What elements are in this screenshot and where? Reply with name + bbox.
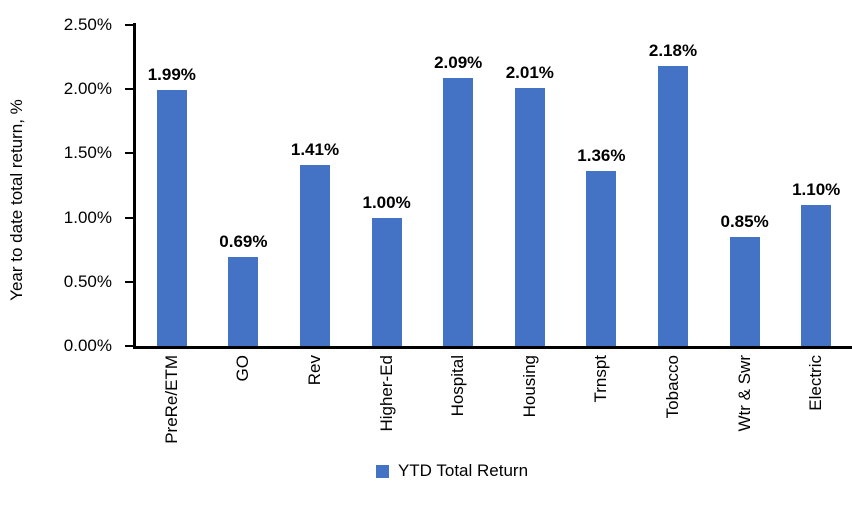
y-tick-mark xyxy=(125,152,134,155)
legend-label: YTD Total Return xyxy=(397,461,529,480)
bar xyxy=(514,87,545,346)
y-tick-label: 0.00% xyxy=(63,336,112,355)
legend: YTD Total Return xyxy=(26,461,852,481)
bar xyxy=(443,77,474,346)
bar xyxy=(299,164,330,346)
x-axis-category-labels: PreRe/ETM GO Rev Higher-Ed Hospital Housing Tr… xyxy=(136,355,852,467)
category-label-slot: Trnspt xyxy=(566,355,638,467)
category-label: PreRe/ETM xyxy=(161,355,181,444)
category-label: Electric xyxy=(806,355,826,411)
y-axis-line xyxy=(133,23,136,349)
bar-value-label: 0.69% xyxy=(219,232,268,252)
category-label: Housing xyxy=(519,355,539,418)
y-tick-label: 0.50% xyxy=(63,271,112,291)
category-label: Higher-Ed xyxy=(376,355,396,432)
category-label-slot: Tobacco xyxy=(637,355,709,467)
y-tick-mark xyxy=(125,24,134,26)
category-label: GO xyxy=(233,355,253,382)
bar-value-label: 1.36% xyxy=(577,146,626,166)
bar-value-label: 2.01% xyxy=(505,62,554,82)
category-label-slot: PreRe/ETM xyxy=(136,355,208,467)
bar-slot: 1.10% xyxy=(780,25,852,346)
bar-value-label: 2.09% xyxy=(434,52,483,72)
bar-slot: 0.85% xyxy=(709,25,781,346)
plot-area: 0.00% 0.50% 1.00% 1.50% 2.00% 2.50% 1.99% 0.69%… xyxy=(64,15,852,355)
y-tick-mark xyxy=(125,280,134,283)
bar-value-label: 1.41% xyxy=(290,139,340,159)
y-tick-mark xyxy=(125,216,134,219)
y-tick-label: 1.50% xyxy=(63,143,112,163)
bar xyxy=(228,257,259,346)
bar xyxy=(586,171,617,346)
bar-value-label: 1.99% xyxy=(147,65,196,85)
bar xyxy=(156,90,187,346)
category-label-slot: Higher-Ed xyxy=(351,355,423,467)
y-tick-mark xyxy=(125,88,134,91)
bar-value-label: 1.10% xyxy=(792,179,841,199)
bar-value-label: 2.18% xyxy=(648,41,698,61)
y-tick-label: 1.00% xyxy=(63,207,112,227)
category-label-slot: Wtr & Swr xyxy=(709,355,781,467)
bar-slot: 1.41% xyxy=(279,25,351,346)
category-label: Hospital xyxy=(448,355,468,417)
bar-value-label: 1.00% xyxy=(362,192,411,212)
bar-slot: 0.69% xyxy=(208,25,280,346)
category-label-slot: Housing xyxy=(494,355,566,467)
y-tick-label: 2.00% xyxy=(63,79,112,99)
bar-slot: 1.00% xyxy=(351,25,423,346)
category-label-slot: Electric xyxy=(780,355,852,467)
bar xyxy=(729,236,760,346)
category-label-slot: GO xyxy=(208,355,280,467)
category-label: Trnspt xyxy=(591,355,611,403)
bar xyxy=(371,217,402,346)
category-label: Tobacco xyxy=(662,355,682,419)
legend-swatch-icon xyxy=(375,464,389,478)
bar-value-label: 0.85% xyxy=(720,211,769,231)
category-label: Wtr & Swr xyxy=(734,355,754,432)
category-label-slot: Hospital xyxy=(422,355,494,467)
category-label-slot: Rev xyxy=(279,355,351,467)
bar xyxy=(657,66,688,346)
y-tick-label: 2.50% xyxy=(63,15,112,34)
y-tick-mark xyxy=(125,345,134,347)
bar-slot: 2.18% xyxy=(637,25,709,346)
x-axis-line xyxy=(133,346,852,349)
bar-slot: 2.01% xyxy=(494,25,566,346)
bar xyxy=(801,204,832,346)
bar-slot: 1.99% xyxy=(136,25,208,346)
bar-slot: 1.36% xyxy=(566,25,638,346)
category-label: Rev xyxy=(304,355,324,386)
bar-slot: 2.09% xyxy=(422,25,494,346)
